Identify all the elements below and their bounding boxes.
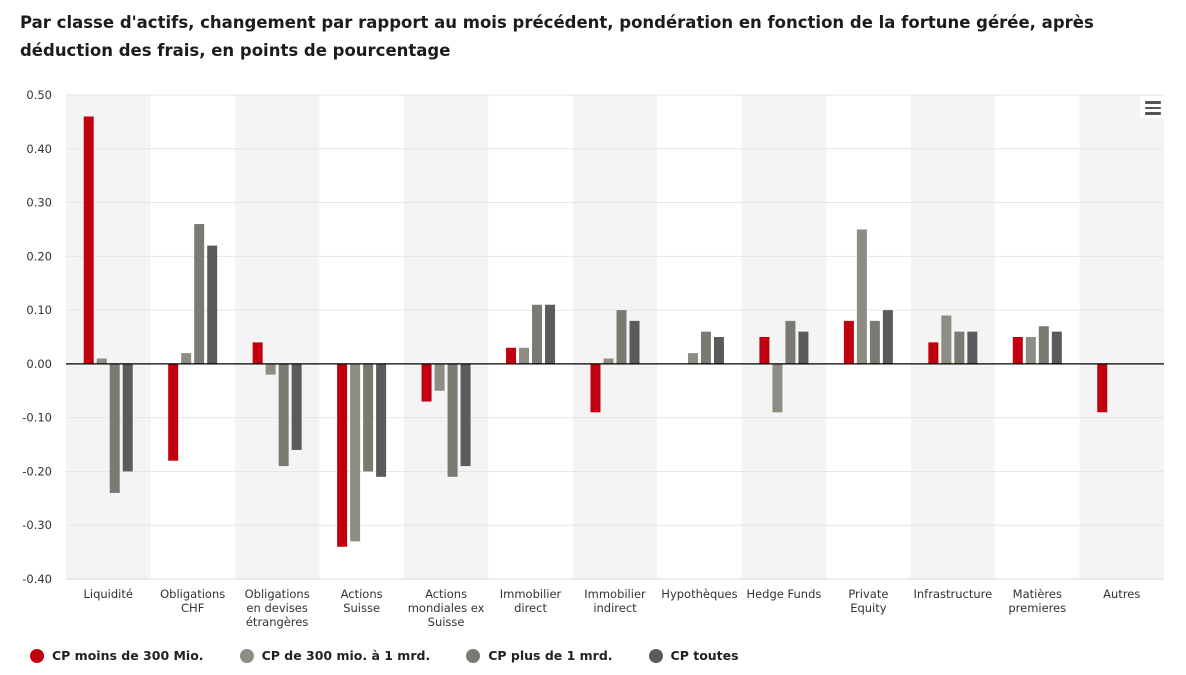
legend-marker-icon (648, 648, 663, 663)
x-tick-label: Infrastructure (913, 587, 992, 601)
bar (434, 363, 445, 391)
bar (519, 347, 530, 364)
bar (603, 358, 614, 364)
plot-band (234, 95, 320, 579)
y-tick-label: 0.50 (26, 88, 52, 102)
x-tick-label: Private Equity (848, 587, 888, 615)
x-tick-label: Obligations CHF (160, 587, 225, 615)
x-tick-label: Liquidité (83, 587, 132, 601)
bar (194, 224, 205, 364)
bar (869, 320, 880, 364)
legend-label: CP toutes (670, 648, 739, 663)
bar (460, 363, 471, 467)
legend-label: CP de 300 mio. à 1 mrd. (261, 648, 431, 663)
legend-marker-icon (466, 648, 481, 663)
bar (882, 310, 893, 364)
bar (785, 320, 796, 364)
bar (96, 358, 107, 364)
bar (856, 229, 867, 364)
plot-band (572, 95, 658, 579)
bar (168, 363, 179, 461)
bar (545, 304, 556, 364)
bar (291, 363, 302, 450)
chart-menu-button[interactable] (1140, 96, 1166, 118)
bar (759, 337, 770, 364)
bar (350, 363, 361, 542)
bar (337, 363, 348, 547)
y-tick-label: -0.40 (22, 572, 52, 586)
x-tick-label: Immobilier direct (500, 587, 562, 615)
y-tick-label: 0.40 (26, 142, 52, 156)
bar (967, 331, 978, 364)
x-tick-label: Actions mondiales ex Suisse (408, 587, 485, 629)
legend-item[interactable]: CP de 300 mio. à 1 mrd. (239, 648, 431, 663)
bar (1038, 326, 1049, 364)
bar (252, 342, 263, 364)
bar (278, 363, 289, 467)
bar (772, 363, 783, 413)
x-tick-label: Autres (1103, 587, 1140, 601)
legend-marker-icon (239, 648, 254, 663)
x-tick-label: Obligations en devises étrangères (245, 587, 310, 629)
legend-item[interactable]: CP toutes (648, 648, 739, 663)
hamburger-menu-icon (1145, 101, 1161, 104)
bar (700, 331, 711, 364)
bar (207, 245, 218, 364)
y-tick-label: -0.20 (22, 464, 52, 478)
bar (532, 304, 543, 364)
y-tick-label: -0.10 (22, 411, 52, 425)
chart-legend: CP moins de 300 Mio. CP de 300 mio. à 1 m… (30, 648, 775, 663)
bar (954, 331, 965, 364)
bar (629, 320, 640, 364)
bar (1097, 363, 1108, 413)
legend-item[interactable]: CP plus de 1 mrd. (466, 648, 613, 663)
bar (713, 337, 724, 364)
bar (843, 320, 854, 364)
bar (109, 363, 120, 493)
bar (590, 363, 601, 413)
legend-item[interactable]: CP moins de 300 Mio. (30, 648, 204, 663)
bar (687, 353, 698, 364)
plot-band (1079, 95, 1164, 579)
x-tick-label: Immobilier indirect (584, 587, 646, 615)
bar (1012, 337, 1023, 364)
bar (421, 363, 432, 402)
bar (265, 363, 276, 375)
plot-band (403, 95, 489, 579)
bar (1025, 337, 1036, 364)
legend-label: CP plus de 1 mrd. (488, 648, 613, 663)
plot-band (66, 95, 151, 579)
y-tick-label: 0.30 (26, 196, 52, 210)
plot-band (910, 95, 996, 579)
y-tick-label: 0.20 (26, 249, 52, 263)
legend-marker-icon (30, 648, 44, 663)
legend-label: CP moins de 300 Mio. (52, 648, 204, 663)
x-tick-label: Actions Suisse (341, 587, 383, 615)
bar (928, 342, 939, 364)
bar (506, 347, 517, 364)
bar (941, 315, 952, 364)
bar (122, 363, 133, 472)
bar (1051, 331, 1062, 364)
y-tick-label: 0.00 (26, 357, 52, 371)
x-tick-label: Hedge Funds (746, 587, 821, 601)
bar (83, 116, 94, 364)
bar (616, 310, 627, 364)
bar (798, 331, 809, 364)
chart-title: Par classe d'actifs, changement par rapp… (20, 13, 1094, 60)
plot-band (741, 95, 827, 579)
bar (376, 363, 387, 477)
bar (181, 353, 192, 364)
y-tick-label: -0.30 (22, 518, 52, 532)
bar (447, 363, 458, 477)
x-tick-label: Hypothèques (661, 587, 737, 601)
y-tick-label: 0.10 (26, 303, 52, 317)
bar (363, 363, 374, 472)
x-tick-label: Matières premieres (1008, 587, 1066, 615)
